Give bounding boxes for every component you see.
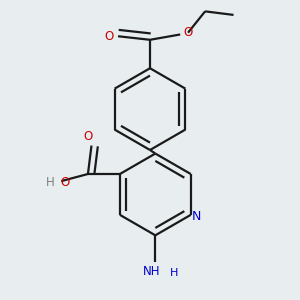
Text: N: N xyxy=(191,210,201,223)
Text: H: H xyxy=(46,176,55,189)
Text: O: O xyxy=(60,176,70,189)
Text: O: O xyxy=(83,130,93,143)
Text: O: O xyxy=(104,30,114,43)
Text: NH: NH xyxy=(143,266,160,278)
Text: O: O xyxy=(183,26,193,39)
Text: H: H xyxy=(169,268,178,278)
